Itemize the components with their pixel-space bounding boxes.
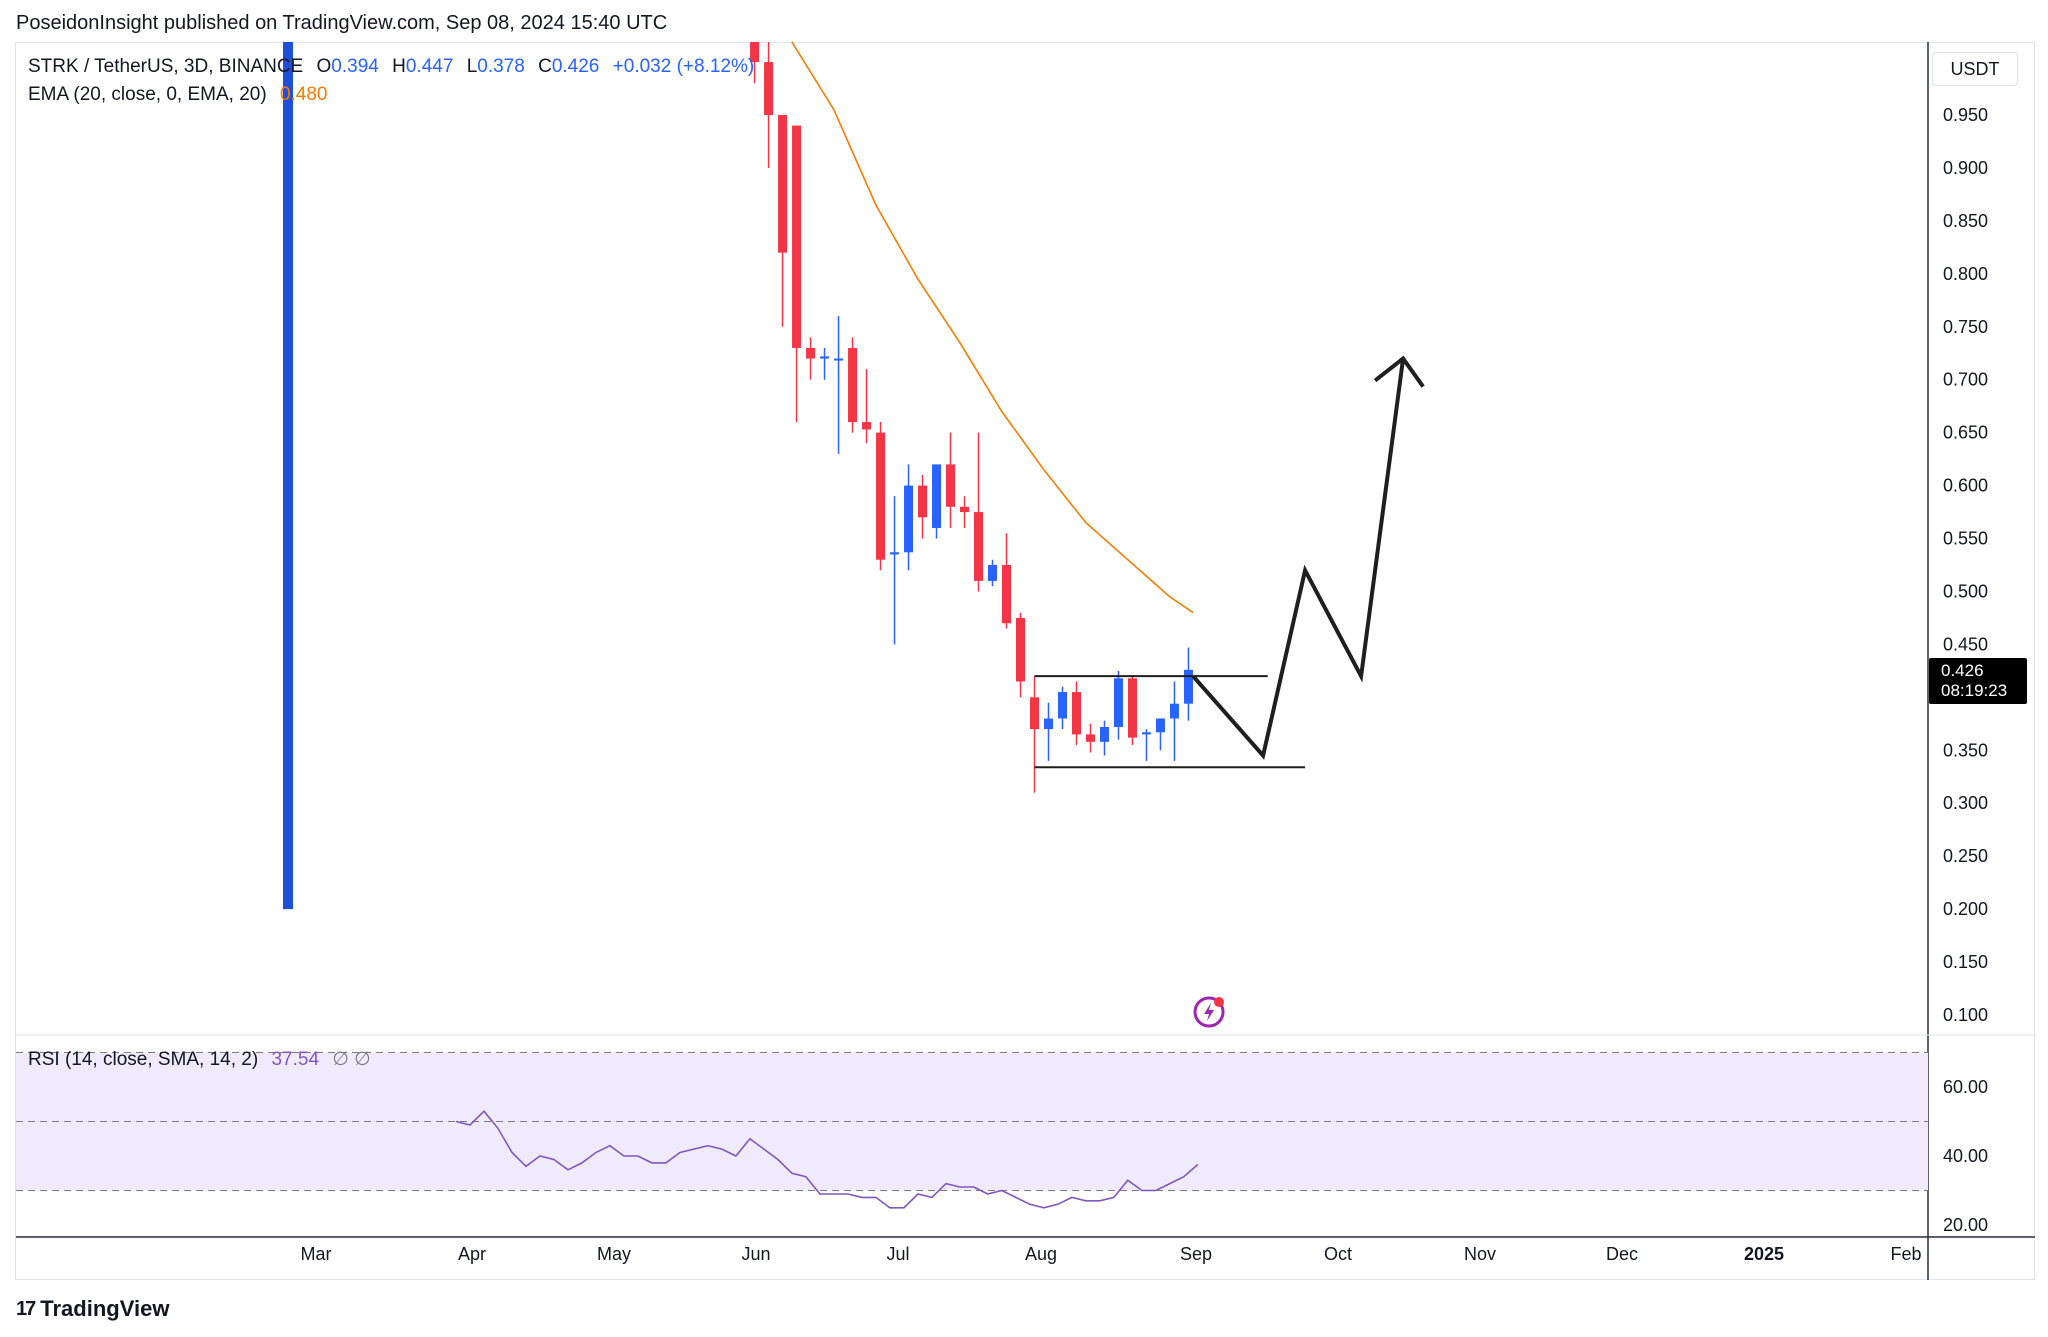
- price-tick-label: 0.450: [1943, 634, 1988, 654]
- candle-body: [1155, 718, 1165, 733]
- candle-body: [946, 464, 956, 507]
- arrow-head: [1373, 355, 1425, 388]
- candle-body: [806, 347, 816, 359]
- candle-body: [918, 485, 928, 518]
- low-label: L: [466, 56, 478, 77]
- bar-countdown: 08:19:23: [1941, 681, 2008, 700]
- ema-line: [791, 41, 1194, 614]
- last-price-badge: 0.426 08:19:23: [1929, 658, 2027, 704]
- candle-body: [1002, 565, 1012, 624]
- rsi-line: [455, 1110, 1199, 1209]
- candle-body: [764, 62, 774, 115]
- candle-body: [1043, 718, 1053, 730]
- candle-body: [904, 485, 914, 553]
- candle-body: [974, 512, 984, 581]
- candle-body: [1141, 732, 1151, 735]
- candle-body: [820, 356, 830, 359]
- currency-button[interactable]: USDT: [1932, 52, 2018, 86]
- candle-body: [1016, 617, 1026, 682]
- candle-body: [1085, 734, 1095, 742]
- ema-legend[interactable]: EMA (20, close, 0, EMA, 20) 0.480: [28, 84, 327, 106]
- date-tick-label: Dec: [1606, 1244, 1638, 1264]
- event-notification-dot: [1214, 997, 1224, 1007]
- price-tick-label: 0.300: [1943, 793, 1988, 813]
- date-tick-label: Jun: [741, 1244, 770, 1264]
- low-value: 0.378: [477, 56, 525, 77]
- symbol-name: STRK / TetherUS, 3D, BINANCE: [28, 56, 304, 77]
- vertical-marker-bar: [283, 42, 294, 910]
- change-value: +0.032 (+8.12%): [612, 56, 755, 77]
- candle-body: [1029, 697, 1039, 730]
- price-tick-label: 0.700: [1943, 370, 1988, 390]
- rsi-tick-label: 40.00: [1943, 1146, 1988, 1166]
- date-tick-label: Aug: [1025, 1244, 1057, 1264]
- candle-body: [862, 422, 872, 430]
- ema-label: EMA (20, close, 0, EMA, 20): [28, 84, 267, 105]
- open-value: 0.394: [331, 56, 379, 77]
- candle-body: [960, 506, 970, 513]
- candle-body: [778, 115, 788, 253]
- date-tick-label: Sep: [1180, 1244, 1212, 1264]
- candle-body: [890, 552, 900, 555]
- rsi-value: 37.54: [271, 1049, 320, 1070]
- date-tick-label: May: [597, 1244, 631, 1264]
- candle-body: [1099, 727, 1109, 742]
- close-label: C: [538, 56, 552, 77]
- date-tick-label: Nov: [1464, 1244, 1496, 1264]
- candle-body: [988, 565, 998, 581]
- candle-body: [1183, 669, 1193, 704]
- candle-body: [1127, 678, 1137, 738]
- price-tick-label: 0.100: [1943, 1005, 1988, 1025]
- close-value: 0.426: [551, 56, 600, 77]
- candle-body: [1071, 692, 1081, 735]
- date-tick-label: Apr: [458, 1244, 486, 1264]
- open-label: O: [316, 56, 332, 77]
- candle-body: [750, 42, 760, 63]
- rsi-visibility-icon[interactable]: ∅ ∅: [332, 1049, 371, 1070]
- candle-body: [848, 347, 858, 423]
- lightning-icon: [1204, 1003, 1214, 1021]
- price-tick-label: 0.250: [1943, 846, 1988, 866]
- candle-body: [876, 432, 886, 560]
- chart-frame: [15, 42, 2035, 1280]
- date-tick-label: Jul: [886, 1244, 909, 1264]
- price-tick-label: 0.850: [1943, 211, 1988, 231]
- last-price-label: 0.426: [1941, 661, 1984, 680]
- price-tick-label: 0.650: [1943, 423, 1988, 443]
- projection-path: [1191, 358, 1406, 760]
- price-tick-label: 0.500: [1943, 581, 1988, 601]
- date-tick-label: Mar: [301, 1244, 332, 1264]
- price-tick-label: 0.350: [1943, 740, 1988, 760]
- candle-body: [1057, 692, 1067, 719]
- price-tick-label: 0.750: [1943, 317, 1988, 337]
- price-tick-label: 0.550: [1943, 529, 1988, 549]
- price-tick-label: 0.200: [1943, 899, 1988, 919]
- high-label: H: [392, 56, 406, 77]
- price-tick-label: 0.800: [1943, 264, 1988, 284]
- brand-name: TradingView: [40, 1296, 170, 1321]
- rsi-label: RSI (14, close, SMA, 14, 2): [28, 1049, 259, 1070]
- price-tick-label: 0.950: [1943, 105, 1988, 125]
- candle-body: [834, 358, 844, 361]
- candle-body: [1113, 678, 1123, 727]
- publisher-line: PoseidonInsight published on TradingView…: [16, 12, 668, 34]
- price-tick-label: 0.150: [1943, 952, 1988, 972]
- ema-value: 0.480: [279, 84, 328, 105]
- tradingview-logo-icon: 17: [16, 1297, 36, 1320]
- price-tick-label: 0.600: [1943, 476, 1988, 496]
- date-tick-label: 2025: [1744, 1244, 1784, 1264]
- date-tick-label: Feb: [1890, 1244, 1921, 1264]
- rsi-tick-label: 60.00: [1943, 1077, 1988, 1097]
- rsi-legend[interactable]: RSI (14, close, SMA, 14, 2) 37.54 ∅ ∅: [28, 1048, 371, 1071]
- tradingview-brand[interactable]: 17 TradingView: [16, 1296, 169, 1322]
- high-value: 0.447: [405, 56, 454, 77]
- candle-body: [932, 464, 942, 528]
- candle-body: [792, 125, 802, 348]
- price-tick-label: 0.900: [1943, 158, 1988, 178]
- rsi-tick-label: 20.00: [1943, 1215, 1988, 1235]
- symbol-legend[interactable]: STRK / TetherUS, 3D, BINANCE O0.394 H0.4…: [28, 56, 754, 78]
- date-tick-label: Oct: [1324, 1244, 1352, 1264]
- candle-body: [1169, 703, 1179, 719]
